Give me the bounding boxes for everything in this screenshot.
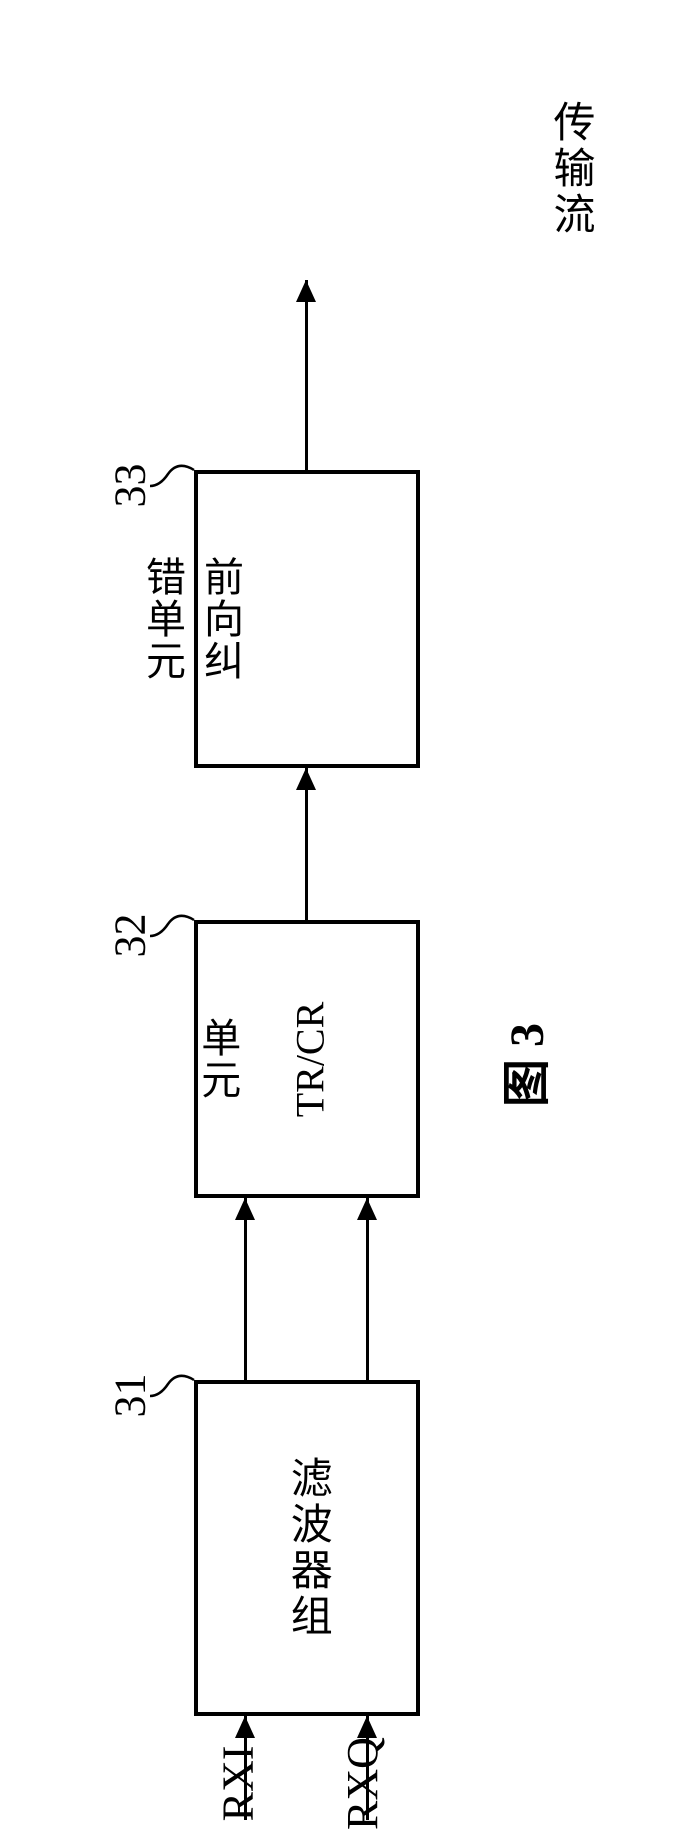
block-filter-bank: 滤波器组 — [194, 1380, 420, 1716]
ref-curve-31 — [150, 1370, 200, 1410]
input-rxq-label: RXQ — [337, 1737, 388, 1830]
figure-caption: 图 3 — [487, 1023, 557, 1107]
arrow-32-33-head — [296, 768, 316, 790]
block-diagram: RXI RXQ 滤波器组 31 单元 TR/CR 32 错单元 前向纠 3 — [0, 0, 674, 1822]
block-filter-bank-label: 滤波器组 — [280, 1456, 335, 1640]
block-fec-unit: 错单元 前向纠 — [194, 470, 420, 768]
ref-num-31: 31 — [105, 1374, 156, 1418]
output-label: 传输流 — [540, 100, 601, 238]
arrow-31-32-left — [244, 1198, 247, 1380]
arrow-31-32-right-head — [357, 1198, 377, 1220]
block-fec-col2: 错单元 — [133, 556, 191, 682]
ref-num-33: 33 — [105, 464, 156, 508]
ref-curve-33 — [150, 460, 200, 500]
block-trcr-bottom-label: 单元 — [188, 1017, 246, 1101]
arrow-31-32-right — [366, 1198, 369, 1380]
arrow-31-32-left-head — [235, 1198, 255, 1220]
arrow-rxq-in-head — [357, 1716, 377, 1738]
arrow-32-33 — [305, 768, 308, 920]
arrow-33-out-head — [296, 280, 316, 302]
arrow-33-out — [305, 280, 308, 470]
input-rxi-label: RXI — [212, 1746, 263, 1822]
block-trcr-unit: 单元 TR/CR — [194, 920, 420, 1198]
arrow-rxi-in-head — [235, 1716, 255, 1738]
block-fec-col1: 前向纠 — [191, 556, 249, 682]
ref-curve-32 — [150, 910, 200, 950]
ref-num-32: 32 — [105, 914, 156, 958]
block-trcr-top-label: TR/CR — [287, 1001, 334, 1117]
